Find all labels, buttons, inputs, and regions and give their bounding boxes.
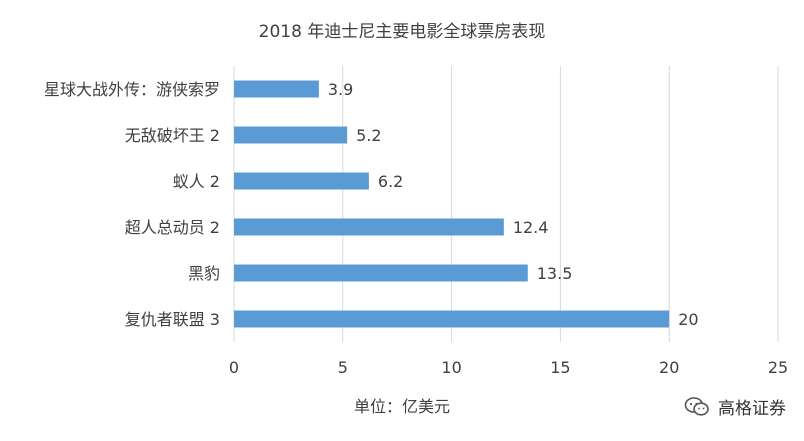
bar: [234, 264, 528, 282]
x-tick-label: 0: [229, 358, 239, 377]
x-tick-label: 5: [338, 358, 348, 377]
data-label: 6.2: [378, 172, 403, 191]
data-label: 3.9: [328, 80, 353, 99]
x-axis-label: 单位：亿美元: [354, 397, 450, 416]
data-label: 5.2: [356, 126, 381, 145]
watermark-text: 高格证券: [718, 399, 786, 419]
data-label: 13.5: [537, 264, 573, 283]
watermark: 高格证券: [684, 394, 786, 419]
x-tick-label: 25: [768, 358, 788, 377]
category-label: 黑豹: [188, 264, 220, 283]
category-label: 星球大战外传：游侠索罗: [44, 80, 220, 99]
x-tick-label: 20: [659, 358, 679, 377]
category-label: 超人总动员 2: [125, 218, 220, 237]
bar: [234, 126, 348, 144]
x-tick-labels: 0 5 10 15 20 25: [229, 358, 788, 377]
x-tick-label: 10: [441, 358, 461, 377]
x-tick-label: 15: [550, 358, 570, 377]
data-label: 20: [678, 310, 698, 329]
bar: [234, 172, 369, 190]
category-label: 复仇者联盟 3: [125, 310, 220, 329]
category-label: 蚁人 2: [173, 172, 220, 191]
bar: [234, 218, 504, 236]
data-labels: 3.9 5.2 6.2 12.4 13.5 20: [328, 80, 699, 329]
bar: [234, 80, 319, 98]
wechat-icon: [684, 396, 709, 416]
category-label: 无敌破坏王 2: [125, 126, 220, 145]
bars: [234, 80, 670, 328]
chart-title: 2018 年迪士尼主要电影全球票房表现: [259, 22, 546, 42]
data-label: 12.4: [513, 218, 549, 237]
grid-lines: [233, 66, 779, 342]
bar: [234, 310, 670, 328]
